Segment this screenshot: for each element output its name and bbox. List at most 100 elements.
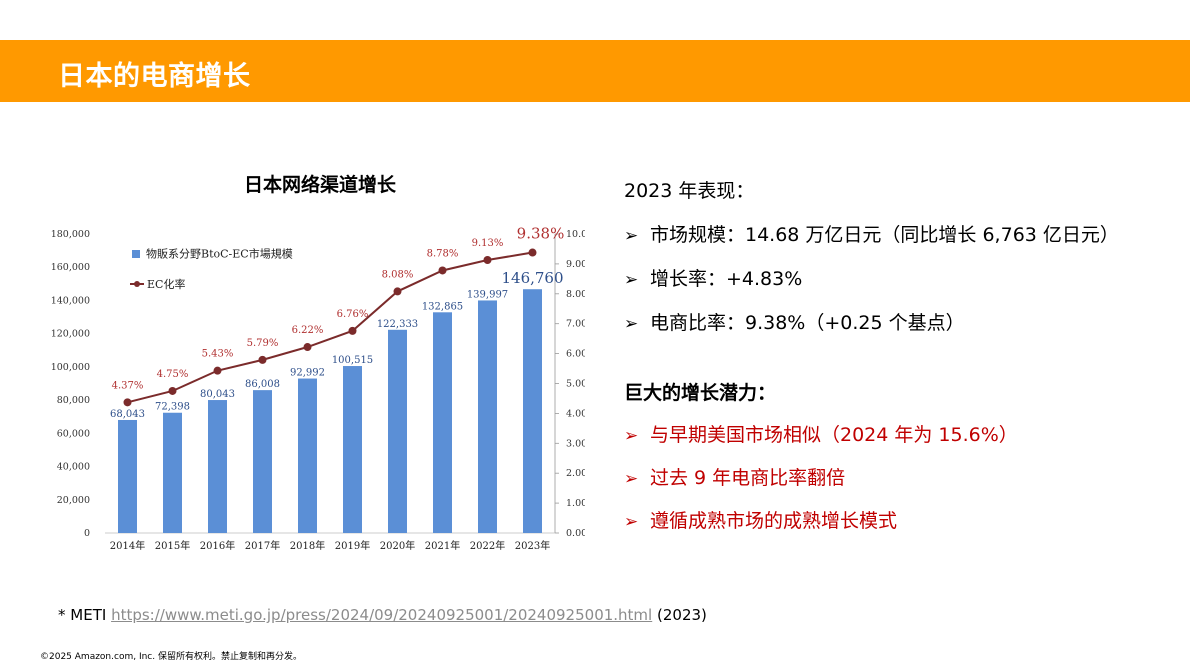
performance-heading: 2023 年表现：	[624, 180, 755, 202]
slide-title: 日本的电商增长	[58, 61, 251, 92]
ec-growth-chart: 0 20,000 40,000 60,000 80,000 100,000 120,000 1…	[51, 225, 585, 552]
footnote-prefix: * METI	[58, 606, 107, 624]
ec-rate-point	[483, 256, 492, 265]
ec-rate-point	[303, 343, 312, 352]
bar-value-label: 80,043	[200, 389, 235, 400]
y2-tick-label: 8.00%	[566, 289, 585, 300]
x-tick-label: 2021年	[425, 539, 460, 552]
legend-line-marker	[134, 281, 140, 287]
bar-value-label: 72,398	[155, 402, 190, 413]
ec-rate-line	[127, 251, 533, 404]
x-tick-label: 2020年	[380, 539, 415, 552]
y2-tick-label: 7.00%	[566, 319, 585, 330]
ec-rate-label: 9.38%	[517, 225, 565, 243]
bar	[523, 289, 542, 533]
bullet-arrow-icon: ➢	[624, 512, 639, 532]
x-tick-label: 2016年	[200, 539, 235, 552]
list-item: ➢ 市场规模：14.68 万亿日元（同比增长 6,763 亿日元）	[624, 220, 1119, 247]
bar	[118, 419, 137, 533]
ec-rate-point	[123, 398, 132, 407]
bar-value-label: 139,997	[467, 289, 508, 300]
bullet-arrow-icon: ➢	[624, 270, 639, 290]
ec-rate-label: 8.78%	[427, 248, 459, 259]
ec-ratio-text: 电商比率：9.38%（+0.25 个基点）	[650, 312, 965, 334]
bar-value-label: 86,008	[245, 379, 280, 390]
bar	[343, 366, 362, 533]
bullet-arrow-icon: ➢	[624, 426, 639, 446]
y-tick-label: 80,000	[57, 395, 90, 406]
x-tick-label: 2015年	[155, 539, 190, 552]
ec-rate-label: 6.76%	[337, 309, 369, 320]
y2-tick-label: 1.00%	[566, 498, 585, 509]
potential-item-double: 过去 9 年电商比率翻倍	[650, 467, 846, 489]
bullet-arrow-icon: ➢	[624, 226, 639, 246]
list-item: ➢ 电商比率：9.38%（+0.25 个基点）	[624, 308, 965, 335]
bar-value-label: 68,043	[110, 409, 145, 420]
copyright-notice: ©2025 Amazon.com, Inc. 保留所有权利。禁止复制和再分发。	[40, 652, 302, 662]
list-item: ➢ 与早期美国市场相似（2024 年为 15.6%）	[624, 420, 1018, 447]
bar	[388, 329, 407, 533]
y-tick-label: 160,000	[51, 262, 90, 273]
growth-rate-text: 增长率：+4.83%	[650, 268, 803, 290]
y2-tick-label: 6.00%	[566, 349, 585, 360]
list-item: ➢ 过去 9 年电商比率翻倍	[624, 463, 845, 490]
y-tick-label: 20,000	[57, 495, 90, 506]
ec-rate-point	[213, 366, 222, 375]
y-tick-label: 140,000	[51, 295, 90, 306]
y2-tick-label: 5.00%	[566, 379, 585, 390]
ec-rate-point	[258, 355, 267, 364]
y2-tick-label: 10.00%	[566, 229, 585, 240]
y-tick-label: 100,000	[51, 362, 90, 373]
ec-rate-point	[528, 248, 537, 257]
potential-heading: 巨大的增长潜力：	[624, 382, 777, 404]
ec-rate-label: 8.08%	[382, 269, 414, 280]
y2-tick-label: 4.00%	[566, 408, 585, 419]
bar-value-label: 132,865	[422, 301, 463, 312]
y2-tick-label: 2.00%	[566, 468, 585, 479]
y2-tick-label: 9.00%	[566, 259, 585, 270]
ec-rate-point	[438, 266, 447, 275]
ec-rate-label: 4.75%	[157, 369, 189, 380]
bar-value-label: 122,333	[377, 319, 418, 330]
bullet-arrow-icon: ➢	[624, 314, 639, 334]
ec-rate-label: 9.13%	[472, 238, 504, 249]
bar	[298, 378, 317, 533]
title-bar	[0, 40, 1190, 102]
y-tick-label: 0	[84, 528, 90, 539]
bar	[253, 390, 272, 533]
footnote-suffix: (2023)	[657, 606, 707, 624]
bar-value-label: 100,515	[332, 355, 373, 366]
bar	[478, 300, 497, 533]
ec-rate-point	[168, 386, 177, 395]
y-tick-label: 180,000	[51, 229, 90, 240]
y-tick-label: 120,000	[51, 329, 90, 340]
y2-tick-label: 0.00%	[566, 528, 585, 539]
bar-value-label: 92,992	[290, 368, 325, 379]
ec-rate-label: 4.37%	[112, 380, 144, 391]
bar-value-label: 146,760	[501, 269, 563, 287]
legend-bar-label: 物販系分野BtoC-EC市場規模	[146, 247, 293, 261]
market-size-text: 市场规模：14.68 万亿日元（同比增长 6,763 亿日元）	[650, 224, 1119, 246]
y-tick-label: 60,000	[57, 428, 90, 439]
ec-rate-point	[348, 326, 357, 335]
x-tick-label: 2019年	[335, 539, 370, 552]
bar	[208, 400, 227, 533]
list-item: ➢ 增长率：+4.83%	[624, 264, 802, 291]
x-tick-label: 2014年	[110, 539, 145, 552]
y2-tick-label: 3.00%	[566, 438, 585, 449]
ec-rate-label: 6.22%	[292, 325, 324, 336]
y-tick-label: 40,000	[57, 462, 90, 473]
potential-item-us: 与早期美国市场相似（2024 年为 15.6%）	[650, 424, 1018, 446]
bar	[163, 412, 182, 533]
x-tick-label: 2022年	[470, 539, 505, 552]
ec-rate-point	[393, 287, 402, 296]
list-item: ➢ 遵循成熟市场的成熟增长模式	[624, 506, 897, 533]
source-footnote: * METI https://www.meti.go.jp/press/2024…	[58, 606, 707, 624]
chart-title: 日本网络渠道增长	[243, 174, 396, 196]
bar	[433, 312, 452, 533]
ec-rate-label: 5.79%	[247, 338, 279, 349]
potential-item-mature: 遵循成熟市场的成熟增长模式	[650, 510, 898, 532]
bullet-arrow-icon: ➢	[624, 469, 639, 489]
x-tick-label: 2023年	[515, 539, 550, 552]
source-link[interactable]: https://www.meti.go.jp/press/2024/09/202…	[111, 606, 653, 624]
